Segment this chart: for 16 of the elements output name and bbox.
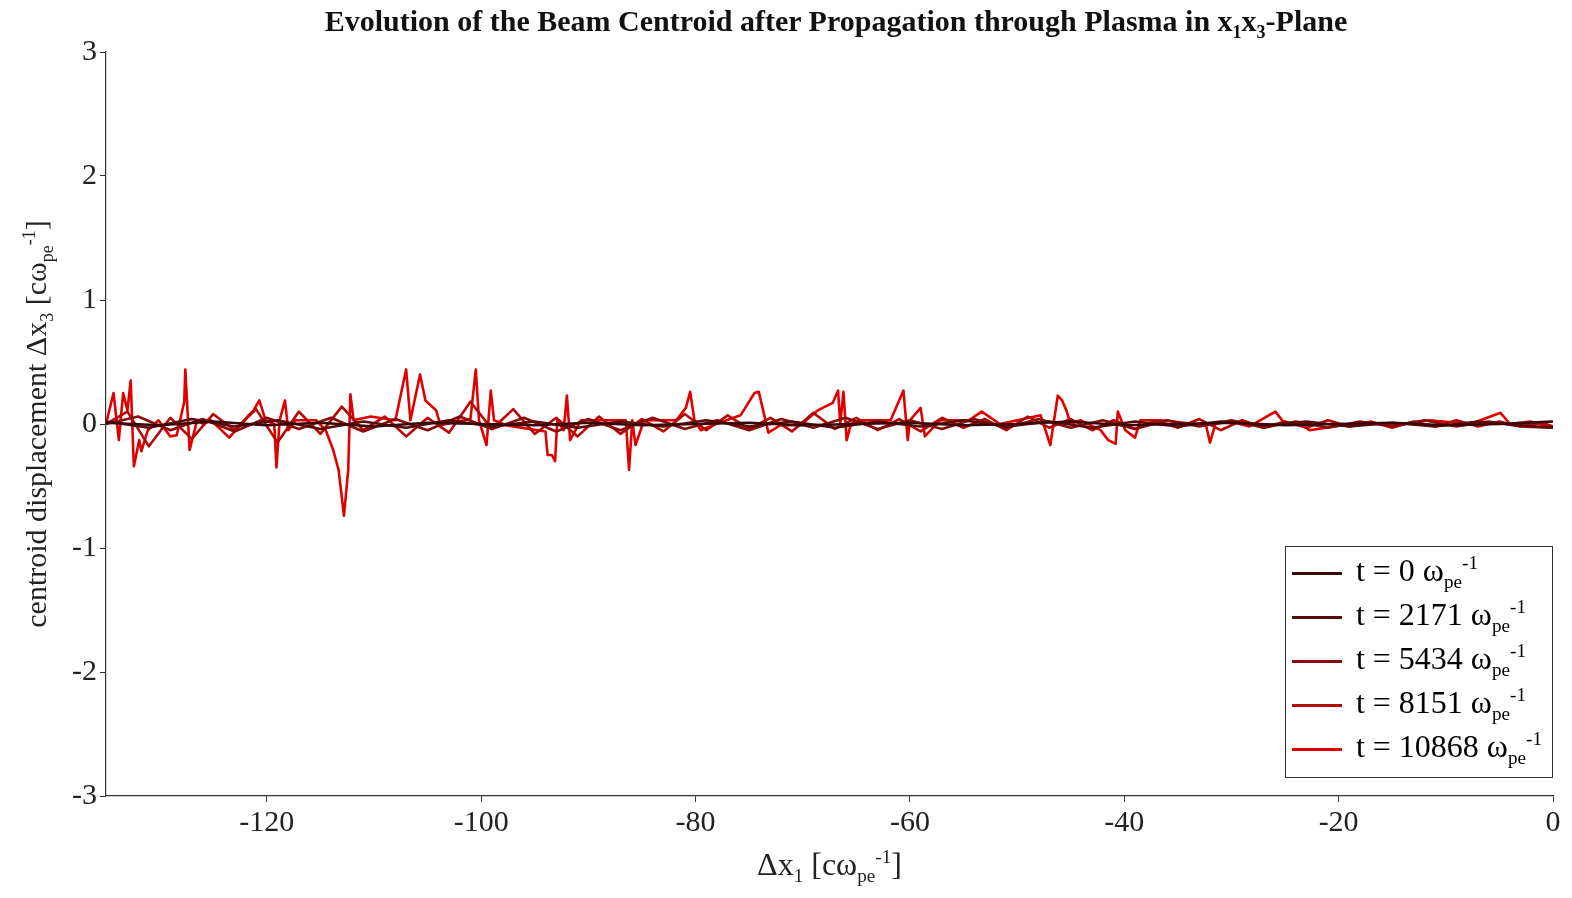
y-tick-label: 3 <box>82 32 97 66</box>
y-tick-label: 1 <box>82 280 97 314</box>
y-tick-label: -1 <box>72 528 97 562</box>
y-tick-label: 0 <box>82 404 97 438</box>
x-tick-label: -20 <box>1318 803 1359 837</box>
x-tick-label: -80 <box>675 803 716 837</box>
x-tick-label: 0 <box>1545 803 1561 837</box>
x-tick-label: -40 <box>1104 803 1145 837</box>
x-axis-title: Δx$_{1}$ [cω$_{pe}$$^{-1}$] <box>756 846 903 888</box>
x-tick-label: -120 <box>239 803 295 837</box>
y-tick-label: -2 <box>72 652 97 686</box>
x-tick-label: -60 <box>889 803 930 837</box>
chart-title: Evolution of the Beam Centroid after Propagation through Plasma in x$_{1}$x$_{3}$-Plane <box>323 4 1349 43</box>
x-tick-label: -100 <box>453 803 509 837</box>
y-tick-label: -3 <box>72 776 97 810</box>
y-tick-label: 2 <box>82 156 97 190</box>
